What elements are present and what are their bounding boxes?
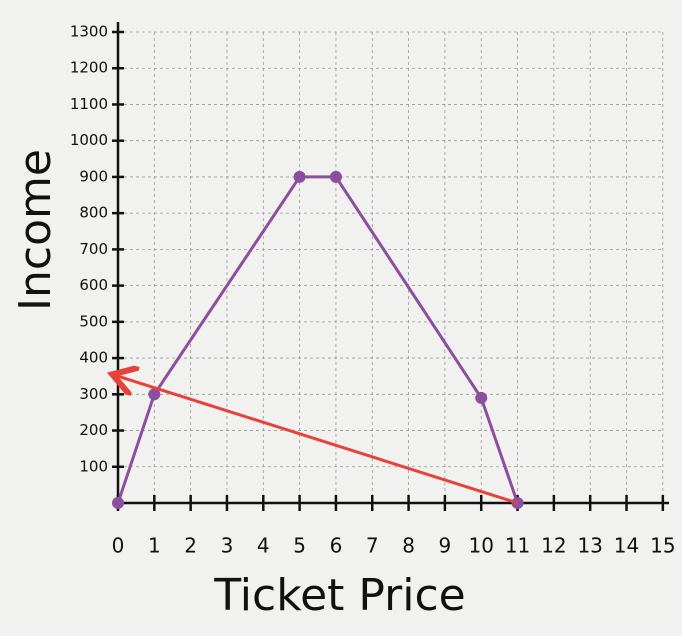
x-tick-label: 0 <box>112 534 125 558</box>
y-tick-label: 700 <box>79 240 108 258</box>
x-tick-label: 1 <box>148 534 161 558</box>
x-axis-label: Ticket Price <box>213 570 466 621</box>
chart: Ticket Price Income 10020030040050060070… <box>0 0 682 636</box>
x-tick-label: 2 <box>184 534 197 558</box>
income-line <box>118 177 518 503</box>
y-tick-label: 900 <box>79 167 108 185</box>
x-tick-label: 7 <box>366 534 379 558</box>
y-tick-label: 1100 <box>70 95 108 113</box>
y-axis-label: Income <box>10 149 61 311</box>
y-tick-label: 600 <box>79 276 108 294</box>
arrow <box>118 376 518 503</box>
y-tick-label: 300 <box>79 385 108 403</box>
y-tick-label: 500 <box>79 312 108 330</box>
y-tick-label: 800 <box>79 204 108 222</box>
x-tick-label: 5 <box>293 534 306 558</box>
x-tick-label: 15 <box>650 534 675 558</box>
data-point <box>112 497 124 509</box>
y-tick-label: 1300 <box>70 23 108 41</box>
y-tick-label: 1000 <box>70 131 108 149</box>
x-tick-label: 9 <box>439 534 452 558</box>
y-tick-label: 200 <box>79 421 108 439</box>
data-point <box>294 171 306 183</box>
x-tick-label: 11 <box>505 534 530 558</box>
x-tick-label: 12 <box>541 534 566 558</box>
x-tick-label: 10 <box>468 534 493 558</box>
data-point <box>475 392 487 404</box>
x-tick-label: 8 <box>402 534 415 558</box>
y-tick-label: 1200 <box>70 59 108 77</box>
x-tick-label: 13 <box>577 534 602 558</box>
x-tick-label: 4 <box>257 534 270 558</box>
x-tick-label: 14 <box>614 534 639 558</box>
data-point <box>330 171 342 183</box>
x-tick-label: 6 <box>330 534 343 558</box>
page: Ticket Price Income 10020030040050060070… <box>0 0 682 636</box>
y-tick-label: 400 <box>79 349 108 367</box>
x-tick-label: 3 <box>221 534 234 558</box>
y-tick-label: 100 <box>79 457 108 475</box>
